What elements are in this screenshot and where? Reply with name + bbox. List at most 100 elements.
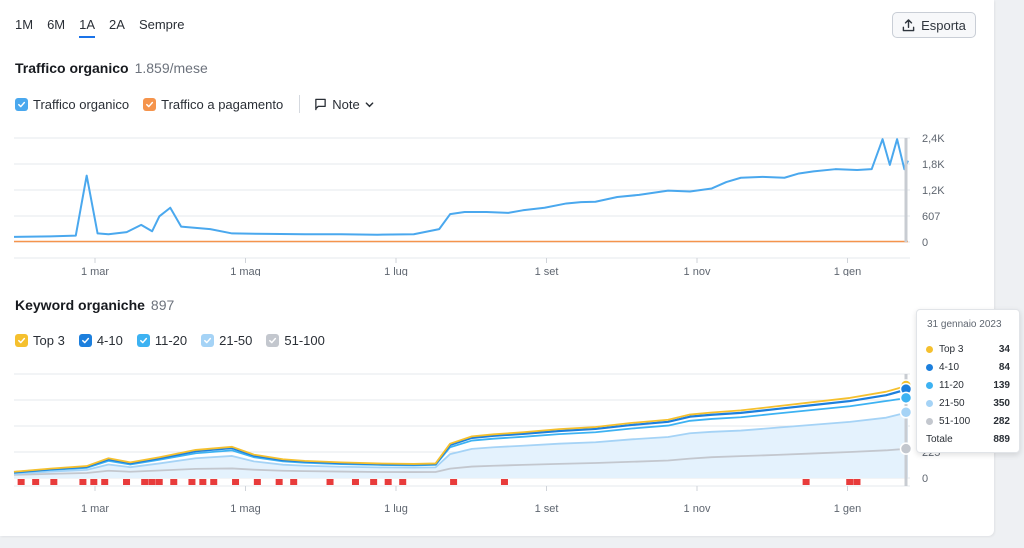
keywords-title-text: Keyword organiche [15,297,145,313]
period-2a[interactable]: 2A [109,17,125,32]
x-tick-label: 1 mag [230,503,261,515]
legend-51-100-label: 51-100 [284,333,325,348]
tooltip-date: 31 gennaio 2023 [927,319,1002,330]
dot-icon [926,345,933,353]
note-flag-icon [232,479,240,487]
x-tick-label: 1 nov [684,503,711,515]
tooltip-row-value: 34 [998,343,1010,355]
tooltip-total: Totale 889 [926,430,1010,448]
x-tick-label: 1 gen [834,266,862,276]
traffic-chart[interactable]: 2,4K 1,8K 1,2K 607 0 1 mar 1 mag 1 lug 1 set 1 no… [0,128,994,276]
checkbox-checked-icon [78,334,92,347]
legend-4-10[interactable]: 4-10 [78,333,123,348]
period-1m[interactable]: 1M [15,17,34,32]
chevron-down-icon [365,101,374,107]
legend-organic[interactable]: Traffico organico [15,97,129,112]
legend-21-50[interactable]: 21-50 [201,333,252,348]
tooltip-total-value: 889 [993,433,1010,445]
marker-11-20 [899,391,913,405]
note-flag-icon [450,479,458,487]
flag-note-icon [315,98,327,110]
legend-organic-label: Traffico organico [33,96,130,112]
x-tick-label: 1 mag [230,266,261,276]
tooltip-row-value: 350 [993,397,1010,409]
series-line-11-20 [13,396,909,474]
export-button[interactable]: Esporta [892,12,976,38]
series-line-top3 [13,384,909,473]
dot-icon [926,399,933,407]
keywords-tooltip: 31 gennaio 2023 Top 3 34 4-10 84 11-20 139 … [916,309,1020,453]
tooltip-row-name: 21-50 [939,397,965,409]
checkbox-checked-icon [266,334,280,347]
x-tick-label: 1 mar [81,266,109,276]
tooltip-row: 51-100 282 [926,412,1010,430]
checkbox-checked-icon [143,97,157,111]
x-tick-label: 1 lug [384,503,408,515]
dot-icon [926,363,933,371]
traffic-legend: Traffico organico Traffico a pagamento N… [15,95,374,113]
legend-4-10-label: 4-10 [96,333,123,348]
note-flag-icon [199,479,207,487]
note-flag-icon [90,479,98,487]
note-flag-icon [399,479,407,487]
legend-paid-label: Traffico a pagamento [161,96,284,112]
traffic-title-text: Traffico organico [15,60,129,76]
overview-card: 1M 6M 1A 2A Sempre Esporta Traffico orga… [0,0,994,536]
keywords-value: 897 [150,297,175,313]
y-tick-label: 0 [922,473,928,485]
marker-21-50 [899,406,913,419]
series-line-21-50 [13,411,909,475]
tooltip-row-value: 84 [998,361,1010,373]
note-flag-icon [290,479,298,487]
legend-top3-label: Top 3 [33,333,65,348]
note-flag-icon [17,479,25,487]
tooltip-row-name: Top 3 [939,343,964,355]
note-flag-icon [326,479,334,487]
x-tick-label: 1 set [535,266,559,276]
notes-dropdown[interactable]: Note [314,97,374,112]
tooltip-row-name: 4-10 [939,361,960,373]
tooltip-row: 4-10 84 [926,358,1010,376]
marker-51-100 [899,442,913,455]
checkbox-checked-icon [201,334,215,347]
x-tick-label: 1 mar [81,503,109,515]
legend-51-100[interactable]: 51-100 [266,333,325,348]
y-tick-label: 607 [922,211,940,223]
note-flag-icon [351,479,359,487]
tooltip-row-value: 282 [993,415,1010,427]
note-flag-icon [500,479,508,487]
period-1a[interactable]: 1A [79,17,96,38]
note-flag-icon [846,479,854,487]
dot-icon [926,417,933,425]
organic-traffic-line [13,138,909,238]
note-flag-icon [32,479,40,487]
legend-11-20-label: 11-20 [154,333,188,348]
period-sempre[interactable]: Sempre [138,17,185,32]
x-tick-label: 1 nov [684,266,711,276]
keywords-legend: Top 3 4-10 11-20 21-50 51-100 [15,333,339,348]
keywords-title: Keyword organiche 897 [15,296,174,314]
note-flag-icon [210,479,218,487]
note-flag-icon [170,479,178,487]
tooltip-row: 11-20 139 [926,376,1010,394]
note-flag-icon [79,479,87,487]
x-tick-label: 1 gen [834,503,862,515]
traffic-value: 1.859/mese [134,60,208,76]
y-tick-label: 0 [922,237,928,249]
legend-paid[interactable]: Traffico a pagamento [143,97,283,112]
dot-icon [926,381,933,389]
legend-11-20[interactable]: 11-20 [136,333,188,348]
series-line-51-100 [13,447,909,476]
tooltip-row-name: 11-20 [939,379,964,391]
note-flag-icon [275,479,283,487]
period-6m[interactable]: 6M [47,17,66,32]
checkbox-checked-icon [136,334,150,347]
export-label: Esporta [921,17,966,33]
legend-21-50-label: 21-50 [219,333,253,348]
legend-divider [299,95,301,113]
tooltip-row-value: 139 [993,379,1010,391]
y-tick-label: 2,4K [922,133,945,145]
period-selector: 1M 6M 1A 2A Sempre [15,17,184,38]
legend-top3[interactable]: Top 3 [15,333,65,348]
